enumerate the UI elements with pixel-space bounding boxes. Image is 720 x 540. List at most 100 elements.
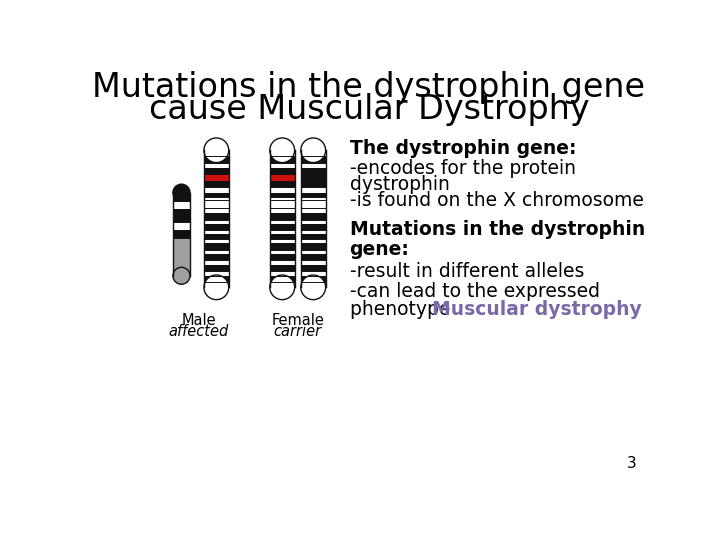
Bar: [270, 208, 294, 213]
Ellipse shape: [204, 275, 229, 300]
Bar: [204, 251, 229, 254]
Bar: [204, 276, 229, 282]
Bar: [301, 254, 325, 260]
Text: -is found on the X chromosome: -is found on the X chromosome: [350, 191, 644, 210]
Ellipse shape: [173, 267, 190, 284]
Text: gene:: gene:: [350, 240, 410, 259]
Bar: [270, 200, 294, 208]
Bar: [301, 251, 325, 254]
Bar: [270, 150, 294, 156]
Bar: [270, 265, 294, 271]
Text: -can lead to the expressed: -can lead to the expressed: [350, 282, 600, 301]
Text: carrier: carrier: [274, 325, 322, 339]
Bar: [301, 187, 325, 193]
Bar: [301, 265, 325, 271]
Bar: [204, 181, 229, 187]
Bar: [204, 260, 229, 265]
Bar: [270, 163, 294, 168]
Bar: [301, 208, 325, 213]
Bar: [301, 163, 325, 168]
Bar: [173, 210, 190, 222]
Bar: [270, 168, 294, 174]
Bar: [204, 224, 229, 230]
Bar: [204, 150, 229, 156]
Bar: [270, 224, 294, 230]
Text: Female: Female: [271, 313, 324, 328]
Bar: [270, 193, 294, 197]
Bar: [204, 156, 229, 163]
Bar: [270, 276, 294, 282]
Bar: [270, 244, 294, 251]
Bar: [204, 244, 229, 251]
Bar: [301, 150, 325, 156]
Bar: [204, 234, 229, 239]
Bar: [301, 224, 325, 230]
Bar: [301, 193, 325, 197]
Bar: [270, 251, 294, 254]
Bar: [301, 260, 325, 265]
Text: The dystrophin gene:: The dystrophin gene:: [350, 139, 576, 159]
Bar: [301, 282, 325, 287]
Bar: [270, 197, 294, 200]
Bar: [301, 200, 325, 208]
Bar: [204, 265, 229, 271]
Bar: [173, 238, 190, 276]
Bar: [204, 174, 229, 181]
Bar: [270, 282, 294, 287]
Bar: [301, 174, 325, 181]
Bar: [173, 193, 190, 201]
Ellipse shape: [173, 184, 190, 201]
Bar: [204, 254, 229, 260]
Text: dystrophin: dystrophin: [350, 175, 449, 194]
Bar: [301, 244, 325, 251]
Text: 3: 3: [626, 456, 636, 471]
Bar: [270, 174, 294, 181]
Text: Male: Male: [181, 313, 216, 328]
Bar: [204, 208, 229, 213]
Bar: [270, 271, 294, 276]
Text: Mutations in the dystrophin gene: Mutations in the dystrophin gene: [92, 71, 646, 104]
Bar: [301, 220, 325, 224]
Bar: [270, 254, 294, 260]
Bar: [270, 239, 294, 244]
Ellipse shape: [301, 275, 325, 300]
Bar: [301, 271, 325, 276]
Bar: [270, 230, 294, 234]
Bar: [173, 222, 190, 230]
Bar: [301, 230, 325, 234]
Ellipse shape: [270, 275, 294, 300]
Ellipse shape: [270, 138, 294, 163]
Bar: [270, 220, 294, 224]
Bar: [301, 181, 325, 187]
Bar: [173, 230, 190, 238]
Bar: [204, 168, 229, 174]
Bar: [301, 276, 325, 282]
Bar: [204, 187, 229, 193]
Bar: [301, 168, 325, 174]
Bar: [270, 213, 294, 220]
Bar: [204, 193, 229, 197]
Bar: [270, 181, 294, 187]
Bar: [204, 282, 229, 287]
Text: Mutations in the dystrophin: Mutations in the dystrophin: [350, 220, 645, 239]
Bar: [204, 230, 229, 234]
Text: -result in different alleles: -result in different alleles: [350, 262, 584, 281]
Bar: [204, 239, 229, 244]
Bar: [270, 234, 294, 239]
Bar: [270, 187, 294, 193]
Text: phenotype: phenotype: [350, 300, 456, 319]
Bar: [301, 213, 325, 220]
Bar: [204, 163, 229, 168]
Bar: [301, 156, 325, 163]
Bar: [270, 260, 294, 265]
Bar: [173, 201, 190, 210]
Bar: [204, 213, 229, 220]
Bar: [204, 197, 229, 200]
Bar: [270, 156, 294, 163]
Ellipse shape: [301, 138, 325, 163]
Bar: [301, 234, 325, 239]
Ellipse shape: [204, 138, 229, 163]
Bar: [204, 200, 229, 208]
Text: cause Muscular Dystrophy: cause Muscular Dystrophy: [149, 93, 589, 126]
Bar: [204, 220, 229, 224]
